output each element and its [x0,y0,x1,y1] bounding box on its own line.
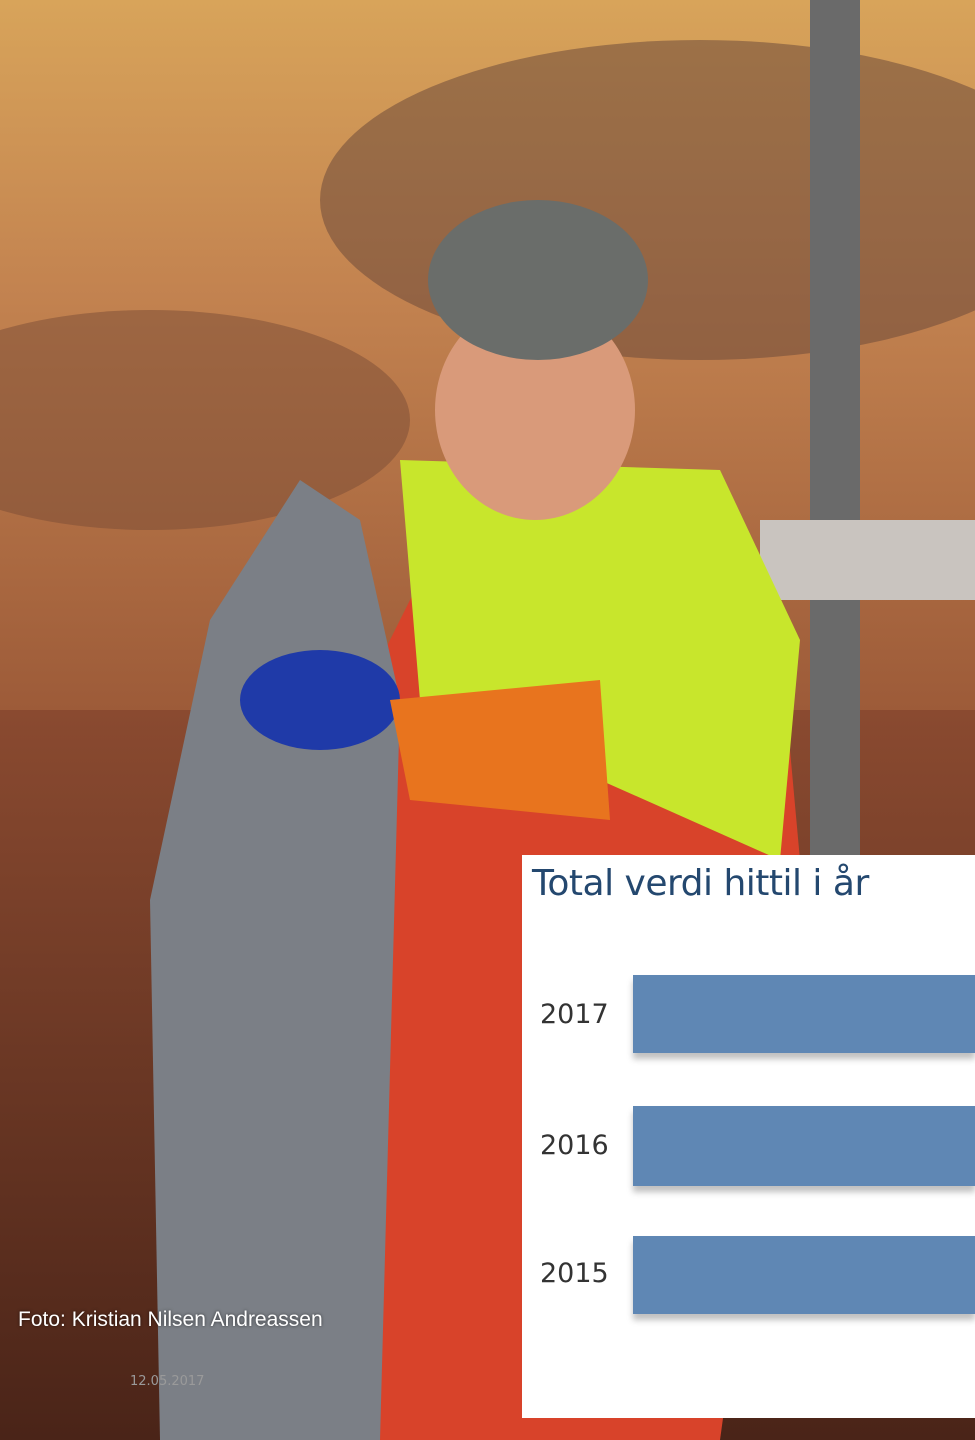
mast [810,0,860,900]
row-label: 2017 [540,999,609,1030]
chart-inset: Total verdi hittil i år 2017 2016 2015 [522,855,975,1418]
boat-rail [760,520,975,600]
photo-credit: Foto: Kristian Nilsen Andreassen [18,1308,323,1332]
row-label: 2015 [540,1258,609,1289]
photo-date: 12.05.2017 [130,1374,204,1389]
sleeve [390,680,610,820]
row-label: 2016 [540,1130,609,1161]
bar [633,1236,975,1314]
page: Foto: Kristian Nilsen Andreassen 12.05.2… [0,0,975,1440]
bar [633,975,975,1053]
inset-title: Total verdi hittil i år [532,863,869,904]
bar [633,1106,975,1186]
hat [428,200,648,360]
glove [240,650,400,750]
